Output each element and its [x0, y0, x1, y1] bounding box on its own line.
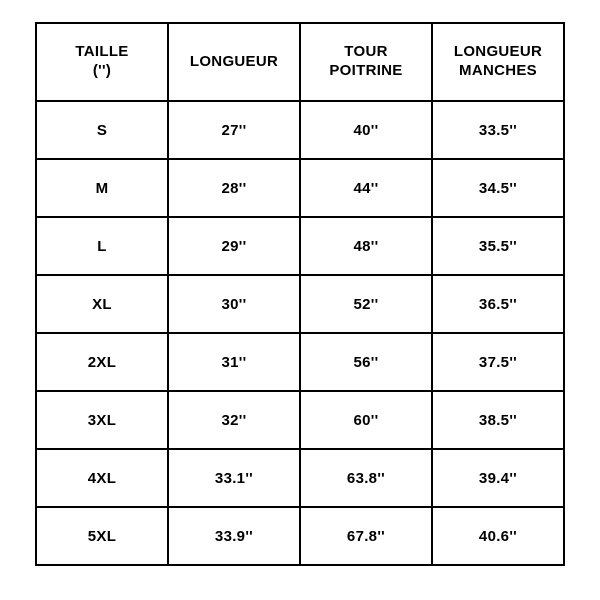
table-row: 5XL 33.9'' 67.8'' 40.6'' [36, 507, 564, 565]
cell-sleeve: 40.6'' [432, 507, 564, 565]
cell-sleeve: 37.5'' [432, 333, 564, 391]
cell-sleeve: 38.5'' [432, 391, 564, 449]
cell-chest: 44'' [300, 159, 432, 217]
cell-size: M [36, 159, 168, 217]
cell-chest: 56'' [300, 333, 432, 391]
cell-size: 4XL [36, 449, 168, 507]
cell-length: 33.1'' [168, 449, 300, 507]
col-header-tour-poitrine: TOUR POITRINE [300, 23, 432, 101]
col-header-taille-line1: TAILLE [37, 43, 167, 62]
cell-chest: 48'' [300, 217, 432, 275]
cell-size: 2XL [36, 333, 168, 391]
cell-size: S [36, 101, 168, 159]
cell-size: 3XL [36, 391, 168, 449]
table-row: L 29'' 48'' 35.5'' [36, 217, 564, 275]
col-header-longueur: LONGUEUR [168, 23, 300, 101]
col-header-tour-poitrine-line1: TOUR [301, 43, 431, 62]
cell-chest: 67.8'' [300, 507, 432, 565]
table-header-row: TAILLE ('') LONGUEUR TOUR POITRINE LONGU… [36, 23, 564, 101]
col-header-longueur-line1: LONGUEUR [169, 53, 299, 72]
cell-length: 33.9'' [168, 507, 300, 565]
cell-length: 32'' [168, 391, 300, 449]
cell-length: 30'' [168, 275, 300, 333]
page-container: TAILLE ('') LONGUEUR TOUR POITRINE LONGU… [0, 0, 600, 600]
col-header-tour-poitrine-line2: POITRINE [301, 62, 431, 81]
table-row: S 27'' 40'' 33.5'' [36, 101, 564, 159]
table-body: S 27'' 40'' 33.5'' M 28'' 44'' 34.5'' L … [36, 101, 564, 565]
table-header: TAILLE ('') LONGUEUR TOUR POITRINE LONGU… [36, 23, 564, 101]
size-chart-table: TAILLE ('') LONGUEUR TOUR POITRINE LONGU… [35, 22, 565, 566]
cell-sleeve: 39.4'' [432, 449, 564, 507]
col-header-taille: TAILLE ('') [36, 23, 168, 101]
cell-sleeve: 33.5'' [432, 101, 564, 159]
cell-length: 31'' [168, 333, 300, 391]
cell-sleeve: 34.5'' [432, 159, 564, 217]
col-header-longueur-manches: LONGUEUR MANCHES [432, 23, 564, 101]
table-row: 2XL 31'' 56'' 37.5'' [36, 333, 564, 391]
cell-chest: 52'' [300, 275, 432, 333]
table-row: M 28'' 44'' 34.5'' [36, 159, 564, 217]
cell-chest: 40'' [300, 101, 432, 159]
cell-size: XL [36, 275, 168, 333]
cell-chest: 60'' [300, 391, 432, 449]
col-header-longueur-manches-line1: LONGUEUR [433, 43, 563, 62]
table-row: 4XL 33.1'' 63.8'' 39.4'' [36, 449, 564, 507]
cell-length: 27'' [168, 101, 300, 159]
cell-chest: 63.8'' [300, 449, 432, 507]
col-header-longueur-manches-line2: MANCHES [433, 62, 563, 81]
cell-sleeve: 35.5'' [432, 217, 564, 275]
table-row: 3XL 32'' 60'' 38.5'' [36, 391, 564, 449]
table-row: XL 30'' 52'' 36.5'' [36, 275, 564, 333]
col-header-taille-line2: ('') [37, 62, 167, 81]
cell-size: 5XL [36, 507, 168, 565]
cell-length: 28'' [168, 159, 300, 217]
cell-sleeve: 36.5'' [432, 275, 564, 333]
cell-size: L [36, 217, 168, 275]
cell-length: 29'' [168, 217, 300, 275]
